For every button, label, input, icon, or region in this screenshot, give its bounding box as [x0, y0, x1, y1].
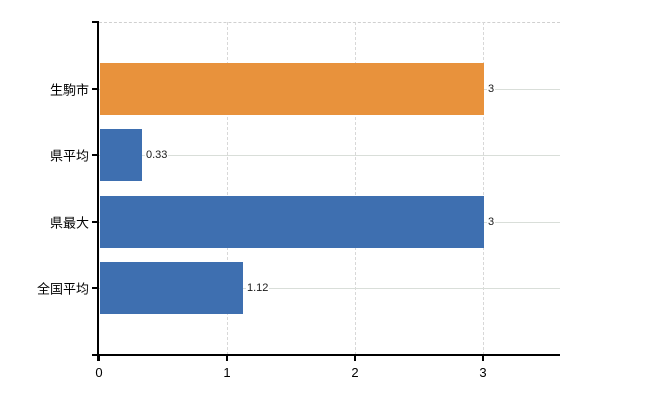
x-tick-label: 0: [95, 365, 103, 380]
x-axis-tick: [226, 355, 228, 361]
x-tick-label: 3: [479, 365, 487, 380]
x-tick-label: 1: [223, 365, 231, 380]
horizontal-gridline: [99, 288, 560, 289]
x-axis-tick: [354, 355, 356, 361]
bar: [100, 262, 243, 314]
plot-top-border: [99, 22, 560, 23]
category-label: 県最大: [49, 215, 89, 231]
value-label: 0.33: [145, 149, 169, 161]
value-label: 3: [487, 216, 496, 228]
horizontal-gridline: [99, 155, 560, 156]
bar: [100, 63, 484, 115]
category-label: 全国平均: [36, 281, 89, 297]
category-label: 生駒市: [49, 82, 89, 98]
value-label: 3: [487, 83, 496, 95]
y-axis-tick: [92, 88, 99, 90]
y-axis-top-tick: [92, 21, 99, 23]
x-axis-tick: [98, 355, 100, 361]
y-axis-line: [97, 21, 99, 361]
vertical-gridline: [483, 22, 484, 355]
y-axis-tick: [92, 154, 99, 156]
bar: [100, 129, 142, 181]
x-axis-tick: [482, 355, 484, 361]
y-axis-tick: [92, 287, 99, 289]
bar: [100, 196, 484, 248]
category-label: 県平均: [49, 148, 89, 164]
x-tick-label: 2: [351, 365, 359, 380]
vertical-gridline: [355, 22, 356, 355]
value-label: 1.12: [246, 282, 270, 294]
vertical-gridline: [227, 22, 228, 355]
x-axis-line: [92, 354, 560, 356]
y-axis-tick: [92, 221, 99, 223]
